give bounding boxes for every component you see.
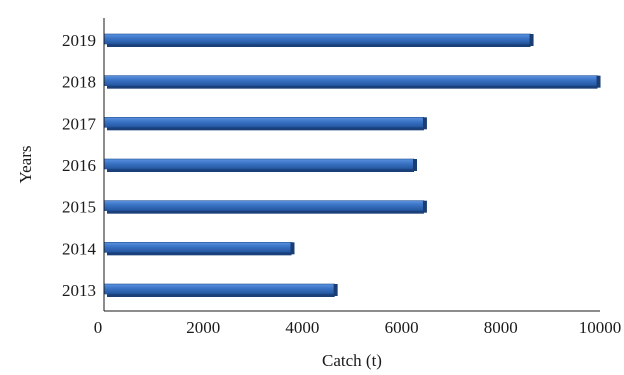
bar-face-2018	[103, 75, 598, 86]
bar-cap-2014	[290, 242, 295, 255]
axes-layer	[103, 18, 600, 312]
bars-layer	[103, 33, 601, 297]
x-tick-label-4000: 4000	[285, 318, 319, 337]
bar-cap-2013	[333, 284, 338, 296]
x-axis-title: Catch (t)	[322, 351, 382, 370]
bar-cap-2015	[422, 200, 427, 213]
y-tick-label-2019: 2019	[62, 31, 96, 50]
bar-cap-2018	[596, 75, 601, 88]
x-tick-label-10000: 10000	[579, 318, 622, 337]
bar-2015	[103, 200, 427, 214]
bar-2016	[103, 158, 417, 172]
y-tick-label-2015: 2015	[62, 198, 96, 217]
x-tick-label-6000: 6000	[385, 318, 419, 337]
bar-2018	[103, 75, 601, 89]
y-tick-label-2016: 2016	[62, 156, 96, 175]
y-tick-label-2017: 2017	[62, 114, 97, 133]
bar-face-2019	[103, 33, 531, 45]
x-tick-label-8000: 8000	[484, 318, 518, 337]
bar-cap-2017	[422, 117, 427, 130]
bar-face-2014	[103, 242, 292, 253]
y-tick-label-2013: 2013	[62, 281, 96, 300]
bar-2014	[103, 242, 295, 256]
x-tick-labels: 0 2000 4000 6000 8000 10000	[94, 318, 622, 337]
y-tick-label-2018: 2018	[62, 73, 96, 92]
bar-face-2016	[103, 158, 415, 170]
bar-face-2015	[103, 200, 425, 211]
bar-2017	[103, 117, 427, 131]
bar-cap-2016	[413, 159, 417, 171]
x-tick-label-0: 0	[94, 318, 103, 337]
bar-2013	[103, 283, 338, 297]
y-tick-label-2014: 2014	[62, 239, 97, 258]
bar-2019	[103, 33, 534, 47]
bar-face-2017	[103, 117, 425, 128]
bar-cap-2019	[529, 34, 534, 46]
y-tick-labels: 2019 2018 2017 2016 2015 2014 2013	[62, 31, 97, 300]
bar-face-2013	[103, 283, 335, 295]
x-tick-label-2000: 2000	[186, 318, 220, 337]
y-axis-title: Years	[16, 146, 35, 184]
